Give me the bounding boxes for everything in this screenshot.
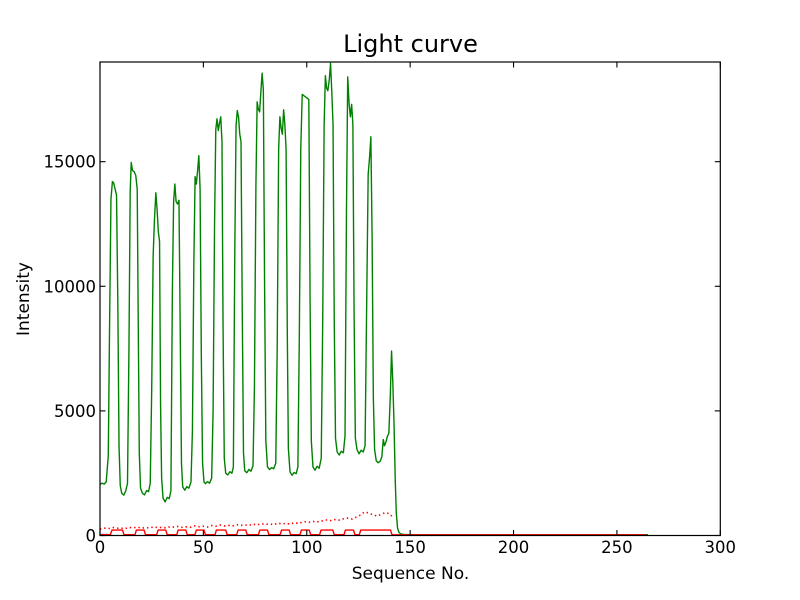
y-tick-label: 15000 (44, 153, 97, 172)
y-tick-label: 5000 (54, 402, 96, 421)
x-tick-label: 250 (601, 538, 633, 557)
series-red-dotted-trend-line (100, 511, 395, 531)
x-tick-label: 50 (193, 538, 214, 557)
chart-title: Light curve (343, 30, 478, 58)
x-tick-label: 150 (394, 538, 426, 557)
y-tick-label: 10000 (44, 277, 97, 296)
series-green-light-curve-line (100, 62, 648, 536)
x-tick-label: 200 (498, 538, 530, 557)
series-red-square-wave-line (100, 529, 646, 536)
y-tick-label: 0 (86, 527, 97, 546)
x-tick-label: 300 (705, 538, 737, 557)
x-tick-label: 100 (291, 538, 323, 557)
x-axis-label: Sequence No. (351, 564, 470, 584)
x-tick-label: 0 (95, 538, 106, 557)
